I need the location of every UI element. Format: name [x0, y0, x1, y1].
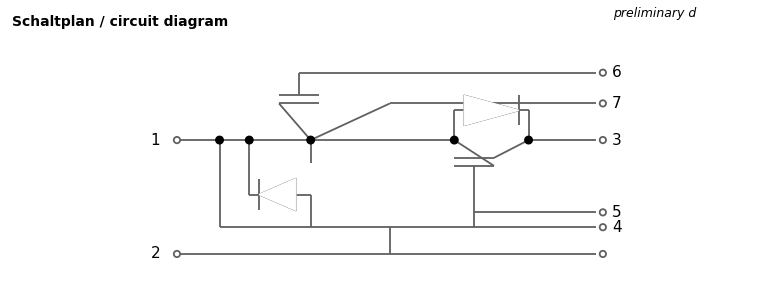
- Text: 3: 3: [612, 133, 622, 147]
- Circle shape: [525, 136, 533, 144]
- Circle shape: [246, 136, 253, 144]
- Circle shape: [600, 100, 606, 107]
- Circle shape: [216, 136, 223, 144]
- Circle shape: [451, 136, 458, 144]
- Circle shape: [600, 69, 606, 76]
- Text: 2: 2: [151, 246, 160, 261]
- Circle shape: [307, 136, 314, 144]
- Circle shape: [600, 137, 606, 143]
- Circle shape: [600, 251, 606, 257]
- Circle shape: [600, 209, 606, 215]
- Text: 1: 1: [151, 133, 160, 147]
- Polygon shape: [260, 179, 296, 210]
- Text: 5: 5: [612, 205, 622, 220]
- Circle shape: [174, 137, 180, 143]
- Polygon shape: [464, 95, 519, 125]
- Text: 4: 4: [612, 220, 622, 235]
- Circle shape: [600, 224, 606, 230]
- Text: 6: 6: [612, 65, 622, 80]
- Text: Schaltplan / circuit diagram: Schaltplan / circuit diagram: [11, 15, 228, 29]
- Circle shape: [174, 251, 180, 257]
- Text: preliminary d: preliminary d: [613, 7, 696, 20]
- Text: 7: 7: [612, 96, 622, 111]
